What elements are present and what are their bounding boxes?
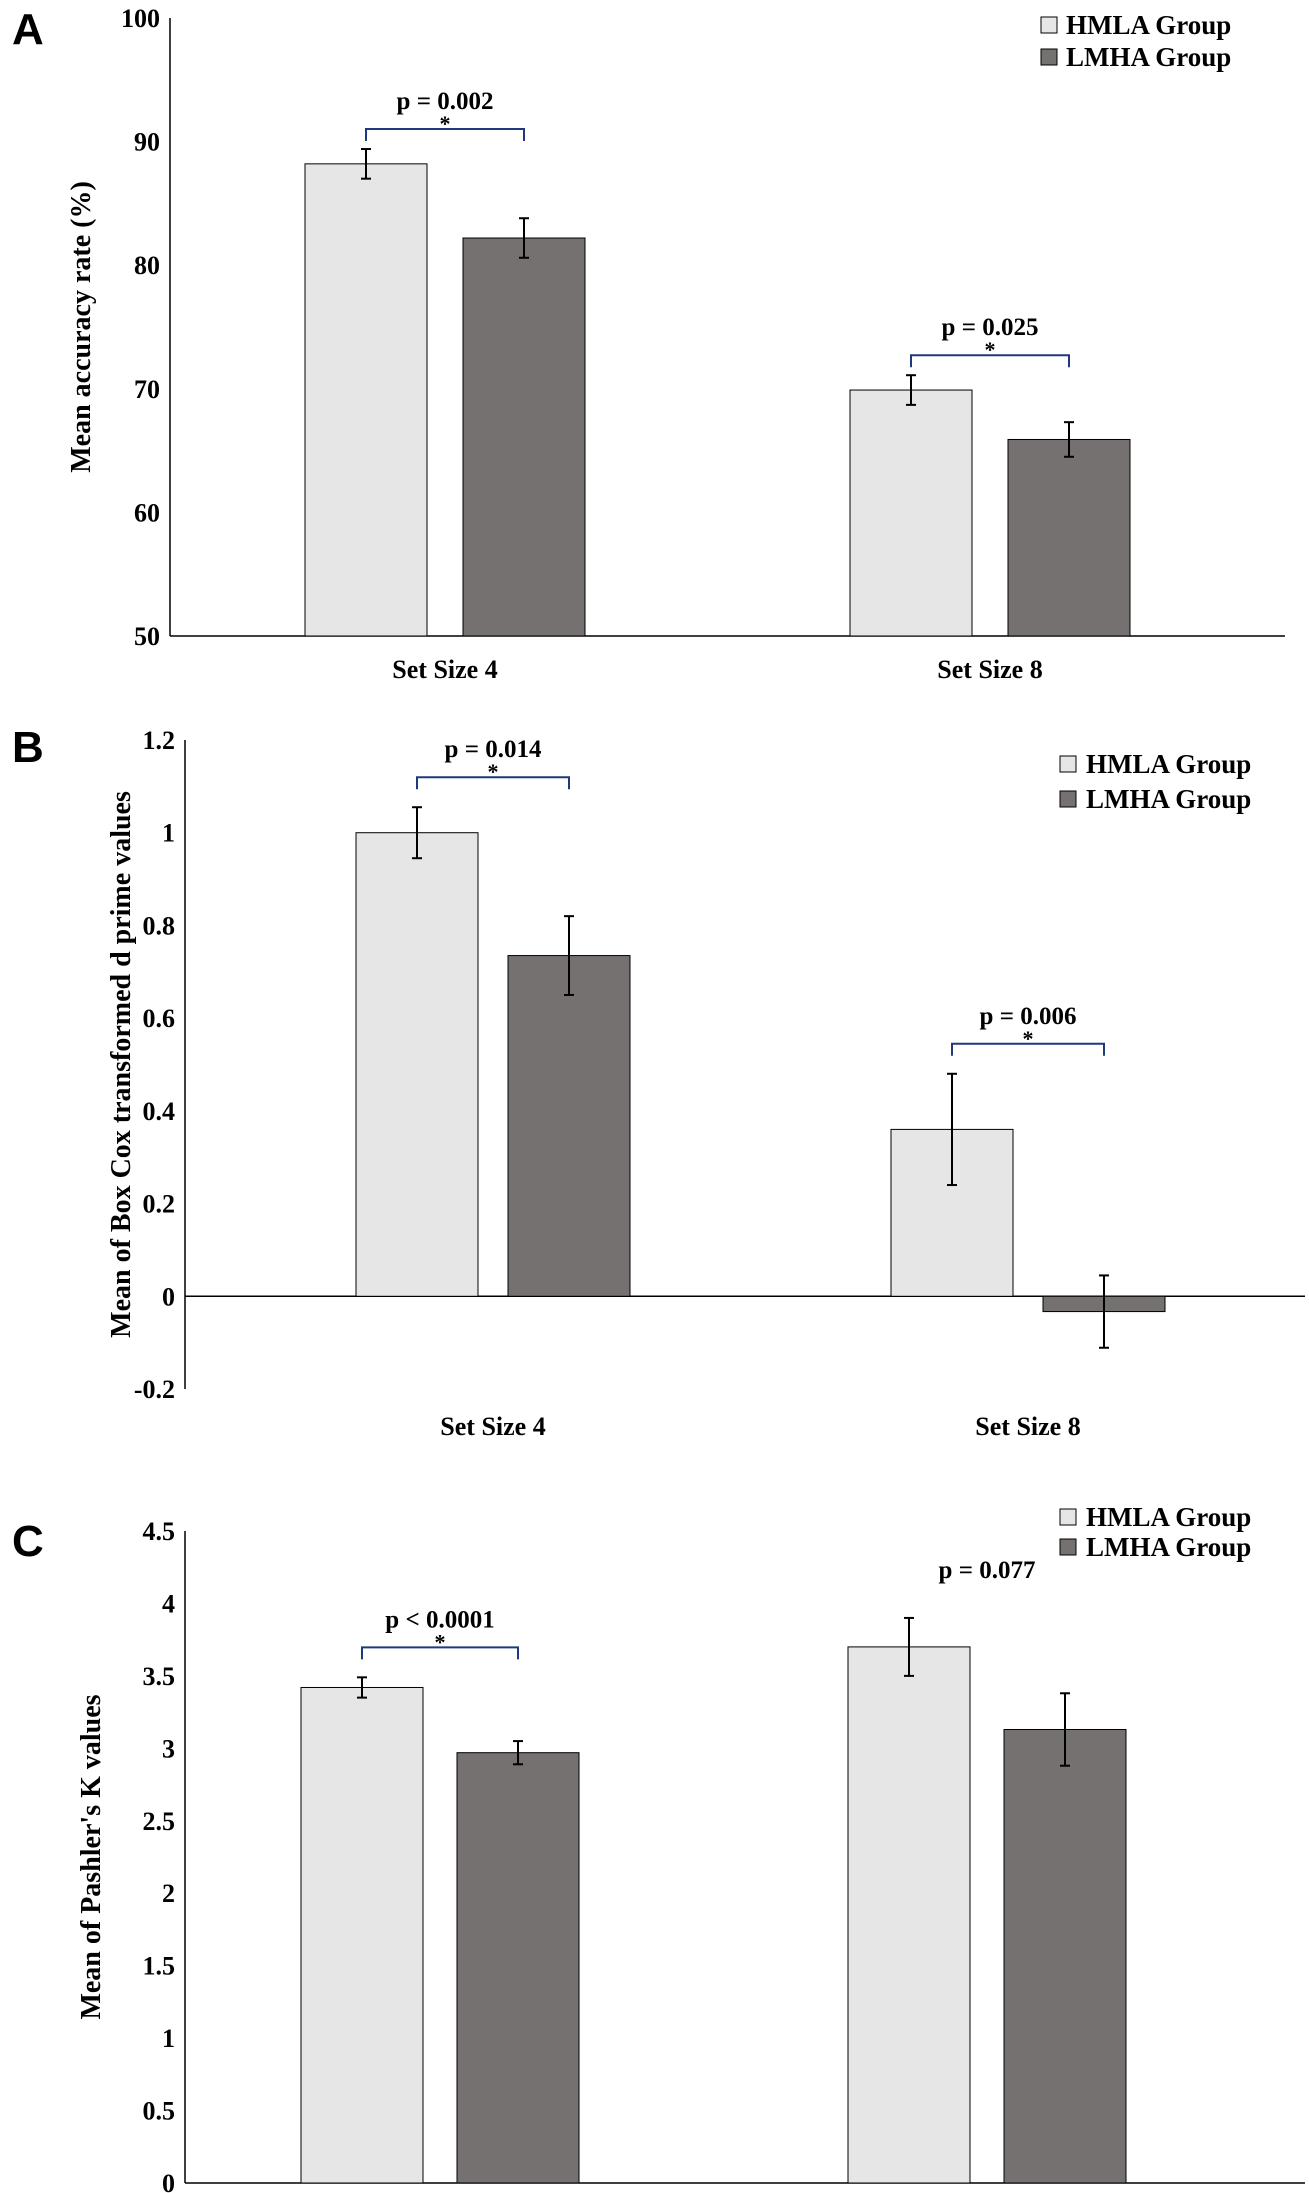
legend-label-hmla: HMLA Group [1086,749,1251,779]
y-tick-label: 0.5 [143,2097,176,2126]
p-value-label: p = 0.002 [397,88,494,115]
y-tick-label: 90 [134,128,160,157]
legend-swatch-hmla [1059,1508,1077,1526]
legend-swatch-lmha [1040,48,1058,66]
significance-star: * [435,1629,446,1654]
y-tick-label: 3.5 [143,1662,176,1691]
bar-hmla-set4 [300,1686,424,2184]
y-tick-label: 2.5 [143,1807,176,1836]
legend-swatch-hmla [1040,16,1058,34]
significance-star: * [440,111,451,136]
significance-star: * [1023,1026,1034,1051]
significance-bracket [365,128,525,142]
y-tick-label: 0.8 [143,911,176,940]
significance-bracket [910,354,1070,368]
y-tick-label: 0.6 [143,1004,176,1033]
p-value-label: p = 0.006 [980,1003,1077,1030]
legend-label-lmha: LMHA Group [1086,1532,1251,1562]
panel-letter: B [12,723,44,772]
bar-hmla-set4 [304,163,428,637]
panel-C: C 0 0.5 1 1.5 2 2.5 3 3.5 4 4.5 Mean of Pashler's K… [12,1502,1305,2193]
legend-label-lmha: LMHA Group [1086,784,1251,814]
y-tick-label: 60 [134,498,160,527]
significance-bracket [361,1646,519,1660]
y-tick-label: 100 [121,4,160,33]
x-category-label: Set Size 8 [975,1412,1080,1441]
y-tick-label: 1 [162,819,175,848]
y-tick-label: 80 [134,251,160,280]
p-value-label: p = 0.077 [939,1557,1036,1584]
bar-lmha-set8 [1007,438,1131,637]
y-tick-label: 3 [162,1734,175,1763]
y-tick-label: 0.4 [143,1097,176,1126]
y-tick-label: 1.2 [143,726,176,755]
y-tick-label: 2 [162,1879,175,1908]
panel-letter: A [12,5,44,54]
y-tick-label: 1 [162,2024,175,2053]
legend-swatch-hmla [1059,755,1077,773]
panel-letter: C [12,1517,44,1566]
significance-bracket [951,1042,1105,1056]
y-tick-label: 1.5 [143,1952,176,1981]
significance-star: * [985,337,996,362]
panel-A: A 50 60 70 80 90 100 Mean accuracy rate (%) Set … [12,4,1285,684]
p-value-label: p = 0.014 [445,736,542,763]
y-axis-label: Mean accuracy rate (%) [66,181,97,473]
bar-hmla-set8 [847,1646,971,2184]
bar-lmha-set8 [1003,1728,1127,2184]
y-tick-label: -0.2 [134,1375,175,1404]
y-axis-label: Mean of Pashler's K values [76,1694,107,2019]
legend-label-hmla: HMLA Group [1086,1502,1251,1532]
bar-lmha-set4 [507,955,631,1297]
bar-lmha-set4 [456,1752,580,2184]
x-category-label: Set Size 4 [392,655,497,684]
y-tick-label: 0.2 [143,1190,176,1219]
legend-label-hmla: HMLA Group [1066,10,1231,40]
panel-B: B -0.2 0 0.2 0.4 0.6 0.8 1 1.2 Mean of Box Cox tr… [12,723,1305,1441]
y-tick-label: 70 [134,375,160,404]
significance-star: * [488,759,499,784]
x-category-label: Set Size 4 [440,1412,545,1441]
p-value-label: p < 0.0001 [385,1606,494,1633]
y-tick-label: 0 [162,1282,175,1311]
y-tick-label: 4 [162,1589,175,1618]
bar-lmha-set4 [462,237,586,637]
legend-swatch-lmha [1059,1538,1077,1556]
y-tick-label: 50 [134,622,160,651]
bar-hmla-set4 [355,832,479,1297]
legend-label-lmha: LMHA Group [1066,42,1231,72]
y-tick-label: 4.5 [143,1517,176,1546]
significance-bracket [416,776,570,790]
p-value-label: p = 0.025 [942,314,1039,341]
bar-hmla-set8 [849,389,973,637]
y-axis-label: Mean of Box Cox transformed d prime valu… [106,791,137,1338]
y-tick-label: 0 [162,2169,175,2193]
x-category-label: Set Size 8 [937,655,1042,684]
legend-swatch-lmha [1059,790,1077,808]
